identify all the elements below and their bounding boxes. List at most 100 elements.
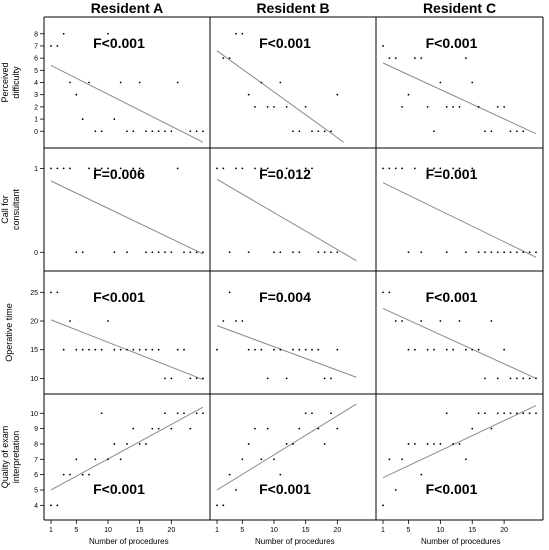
y-tick-label: 5 (34, 487, 38, 494)
row-label: Call forconsultant (0, 188, 21, 230)
data-point (439, 443, 442, 445)
data-point (164, 377, 166, 380)
data-point (464, 251, 467, 254)
data-point (279, 348, 282, 351)
data-point (426, 348, 429, 351)
data-point (195, 251, 198, 254)
data-point (439, 81, 442, 84)
data-point (439, 167, 442, 170)
row-label-line: Call for (0, 195, 10, 224)
data-point (189, 377, 192, 380)
data-point (382, 504, 384, 507)
data-point (490, 427, 493, 430)
fit-line (216, 50, 344, 143)
data-point (222, 57, 225, 60)
x-tick-label: 20 (167, 527, 175, 534)
data-point (528, 377, 531, 380)
data-point (254, 348, 256, 351)
data-point (164, 251, 166, 254)
data-point (458, 443, 461, 445)
data-point (477, 105, 480, 108)
data-point (157, 427, 160, 430)
data-point (228, 251, 231, 254)
data-point (195, 130, 198, 133)
data-point (304, 412, 307, 415)
data-point (145, 348, 147, 351)
p-value-annotation: F<0.001 (259, 35, 311, 51)
data-point (81, 473, 84, 476)
x-tick-label: 15 (136, 527, 144, 534)
data-point (317, 130, 320, 133)
data-point (496, 412, 499, 415)
data-point (311, 130, 313, 133)
data-point (496, 377, 499, 380)
p-value-annotation: F<0.001 (93, 481, 145, 497)
data-point (126, 443, 128, 445)
data-point (222, 504, 225, 507)
data-point (164, 130, 166, 133)
data-point (304, 105, 307, 108)
data-point (202, 251, 204, 254)
data-point (170, 427, 173, 430)
data-point (176, 412, 179, 415)
data-point (113, 251, 116, 254)
data-point (509, 251, 512, 254)
data-point (535, 251, 537, 254)
data-point (323, 130, 326, 133)
fit-line (50, 64, 204, 143)
data-point (151, 348, 154, 351)
p-value-annotation: F<0.001 (426, 481, 478, 497)
data-point (292, 348, 294, 351)
data-point (413, 57, 416, 60)
data-point (330, 377, 332, 380)
data-point (433, 348, 435, 351)
data-point (426, 443, 429, 445)
data-point (330, 412, 332, 415)
data-point (285, 377, 288, 380)
x-tick-label: 10 (436, 527, 444, 534)
data-point (75, 348, 78, 351)
data-point (413, 167, 416, 170)
data-point (458, 320, 461, 322)
data-point (464, 348, 467, 351)
data-point (119, 81, 122, 84)
data-point (273, 251, 275, 254)
data-point (138, 443, 141, 445)
data-point (285, 167, 288, 170)
data-point (426, 167, 429, 170)
data-point (484, 377, 486, 380)
data-point (254, 105, 256, 108)
data-point (75, 93, 78, 96)
y-tick-label: 25 (30, 290, 38, 297)
data-point (107, 167, 109, 170)
data-point (490, 320, 493, 322)
x-tick-label: 5 (407, 527, 411, 534)
data-point (107, 458, 109, 461)
fit-line (382, 62, 537, 135)
data-point (515, 130, 518, 133)
data-point (56, 291, 59, 294)
data-point (420, 251, 423, 254)
data-point (235, 167, 237, 170)
data-point (471, 427, 474, 430)
data-point (477, 412, 480, 415)
data-point (247, 251, 250, 254)
fit-line (216, 325, 357, 378)
p-value-annotation: F=0.004 (259, 289, 311, 305)
data-point (382, 291, 384, 294)
data-point (113, 348, 116, 351)
data-point (260, 458, 263, 461)
x-tick-label: 15 (302, 527, 310, 534)
x-tick-label: 10 (270, 527, 278, 534)
data-point (279, 251, 282, 254)
data-point (260, 167, 263, 170)
data-point (388, 458, 391, 461)
data-point (235, 489, 237, 491)
data-point (170, 377, 173, 380)
data-point (515, 377, 518, 380)
data-point (151, 427, 154, 430)
data-point (298, 427, 301, 430)
data-point (401, 320, 404, 322)
data-point (247, 443, 250, 445)
data-point (195, 377, 198, 380)
